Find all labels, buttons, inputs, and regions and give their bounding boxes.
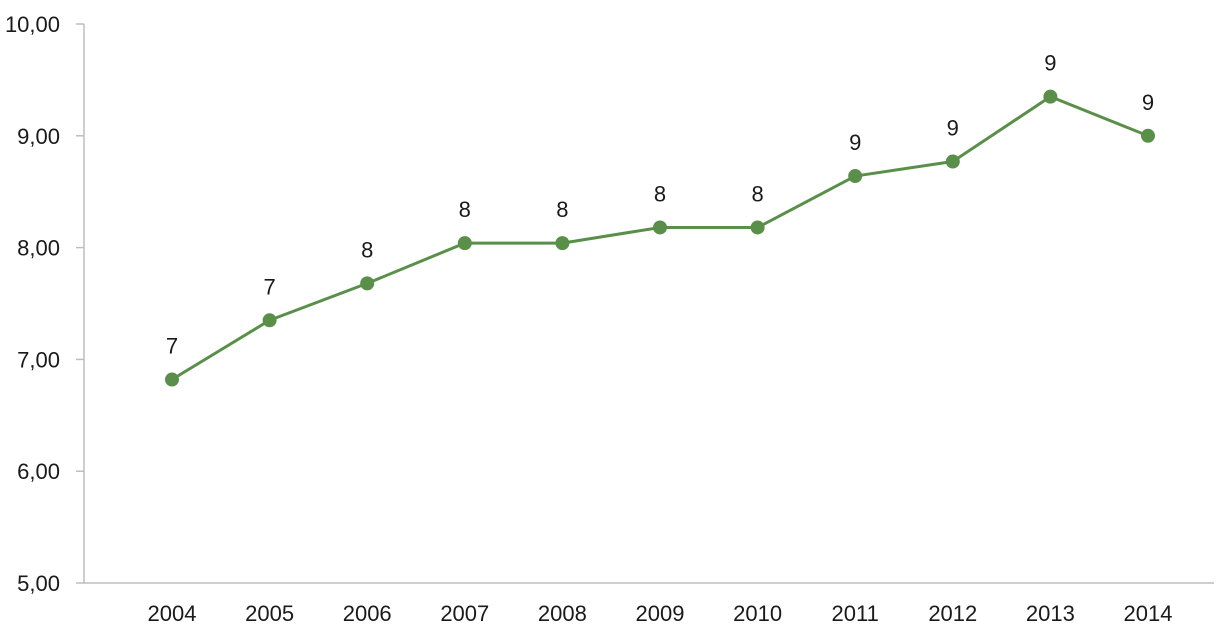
data-label: 9 xyxy=(1142,90,1154,115)
data-label: 7 xyxy=(263,274,275,299)
x-tick-label: 2010 xyxy=(733,601,782,625)
data-label: 8 xyxy=(654,181,666,206)
x-axis: 2004 2005 2006 2007 2008 2009 2010 2011 2012 2013… xyxy=(84,582,1214,625)
data-label: 9 xyxy=(849,130,861,155)
data-point xyxy=(165,372,179,387)
y-tick-label: 5,00 xyxy=(17,571,60,596)
x-tick-label: 2006 xyxy=(343,601,392,625)
data-label: 9 xyxy=(947,116,959,141)
data-point xyxy=(848,169,863,184)
data-label: 8 xyxy=(361,237,373,262)
data-label: 9 xyxy=(1044,51,1056,76)
y-tick-label: 10,00 xyxy=(5,12,60,37)
data-point xyxy=(262,313,277,328)
x-tick-label: 2012 xyxy=(928,601,977,625)
x-tick-label: 2011 xyxy=(832,601,879,625)
data-label: 8 xyxy=(751,181,763,206)
y-tick-label: 7,00 xyxy=(17,347,60,372)
y-tick-label: 9,00 xyxy=(17,124,60,149)
y-axis: 5,00 6,00 7,00 8,00 9,00 10,00 xyxy=(5,12,85,596)
data-label: 8 xyxy=(556,197,568,222)
x-tick-label: 2014 xyxy=(1124,601,1173,625)
data-label: 7 xyxy=(166,334,178,359)
data-point xyxy=(555,236,570,251)
data-point xyxy=(1043,89,1058,104)
data-point xyxy=(1141,128,1155,143)
x-tick-label: 2013 xyxy=(1026,601,1075,625)
x-tick-label: 2007 xyxy=(440,601,489,625)
data-point xyxy=(750,220,765,235)
data-point xyxy=(360,276,375,291)
x-tick-label: 2005 xyxy=(245,601,294,625)
y-tick-label: 6,00 xyxy=(17,459,60,484)
y-tick-label: 8,00 xyxy=(17,236,60,261)
data-point xyxy=(945,154,960,169)
data-labels-layer: 7 7 8 8 8 8 8 9 9 9 9 xyxy=(166,51,1154,359)
series-line xyxy=(171,95,1149,381)
data-point xyxy=(653,220,667,235)
data-point xyxy=(457,236,472,251)
x-tick-label: 2009 xyxy=(636,601,685,625)
series-layer xyxy=(165,89,1155,387)
x-tick-label: 2008 xyxy=(538,601,587,625)
x-tick-label: 2004 xyxy=(148,601,197,625)
data-label: 8 xyxy=(459,197,471,222)
